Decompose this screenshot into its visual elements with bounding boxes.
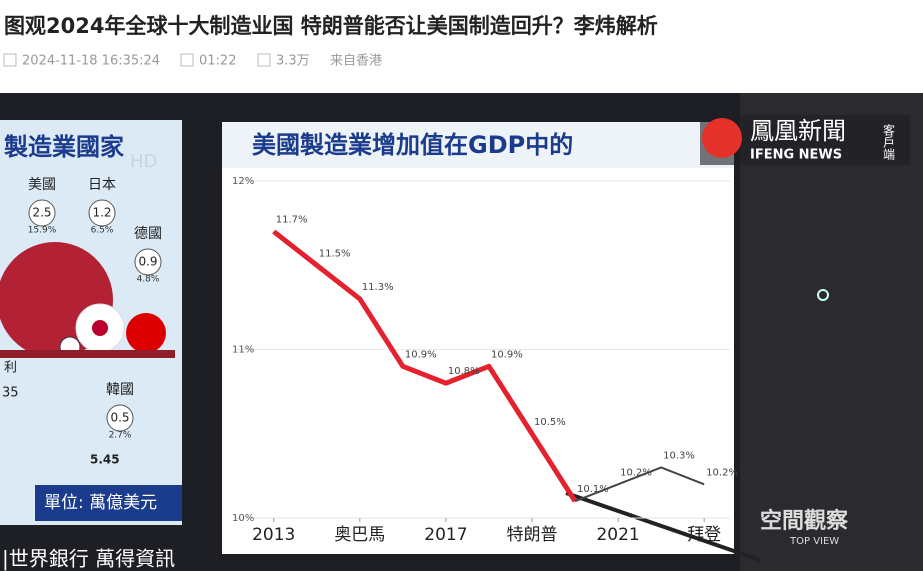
country-name: 美國 xyxy=(28,177,56,193)
date: 2024-11-18 16:35:24 xyxy=(22,54,160,69)
x-tick-label: 奥巴馬 xyxy=(334,525,385,545)
badge xyxy=(28,199,56,227)
flag-ball xyxy=(92,320,108,336)
chart-title-bar xyxy=(222,122,734,168)
icon xyxy=(180,53,194,67)
trend-line xyxy=(272,229,578,503)
value-label: 10.2% xyxy=(706,467,738,478)
video-source: |世界銀行 萬得資訊 xyxy=(2,547,175,571)
stage xyxy=(740,93,923,571)
icon xyxy=(257,53,271,67)
value-label: 10.2% xyxy=(620,467,652,478)
x-tick-label: 2013 xyxy=(252,525,295,545)
value-label: 10.9% xyxy=(491,349,523,360)
x-tick-label: 特朗普 xyxy=(507,525,558,545)
cut-label: 35 xyxy=(2,386,19,401)
badge xyxy=(134,248,162,276)
watermark: 空間觀察 xyxy=(760,508,849,534)
value-label: 11.7% xyxy=(276,215,308,226)
country-share: 6.5% xyxy=(91,226,114,236)
logo-name: 鳳凰新聞 xyxy=(750,117,846,145)
y-tick-label: 10% xyxy=(232,513,254,524)
badge xyxy=(106,404,134,432)
panel-title: 製造業國家 xyxy=(4,133,124,161)
value-label: 10.5% xyxy=(534,417,566,428)
value-label: 10.1% xyxy=(577,484,609,495)
value-label: 10.9% xyxy=(405,349,437,360)
value-label: 10.8% xyxy=(448,366,480,377)
views: 3.3万 xyxy=(276,54,310,69)
y-tick-label: 11% xyxy=(232,345,254,356)
source: 来自香港 xyxy=(330,54,382,69)
light xyxy=(817,289,829,301)
y-tick-label: 12% xyxy=(232,176,254,187)
unit-bar xyxy=(35,485,182,521)
article-title: 图观2024年全球十大制造业国 特朗普能否让美国制造回升？李炜解析 xyxy=(4,14,658,38)
value-label: 10.3% xyxy=(663,450,695,461)
pointer-stick xyxy=(565,491,761,562)
watermark-en: TOP VIEW xyxy=(789,536,839,547)
unit: 單位: 萬億美元 xyxy=(44,493,157,513)
x-tick-label: 2017 xyxy=(424,525,467,545)
country-share: 2.7% xyxy=(109,431,132,441)
icon xyxy=(3,53,17,67)
country-value: 0.9 xyxy=(138,255,157,269)
country-value: 0.5 xyxy=(110,411,129,425)
x-tick-label: 2021 xyxy=(596,525,639,545)
chart-title: 美國製造業增加值在GDP中的 xyxy=(252,131,573,159)
country-value: 1.2 xyxy=(92,206,111,220)
country-name: 日本 xyxy=(88,177,116,193)
video[interactable]: 製造業國家 HD 單位: 萬億美元 5.45 利 35 美國製造業增加值在GDP… xyxy=(0,93,923,571)
flag-ball xyxy=(126,313,166,353)
hd: HD xyxy=(130,151,157,172)
trend-line-rest xyxy=(574,466,705,503)
logo-en: IFENG NEWS xyxy=(750,148,842,163)
duration: 01:22 xyxy=(199,54,236,69)
country-value: 2.5 xyxy=(32,206,51,220)
shelf xyxy=(0,350,175,358)
value-label: 11.5% xyxy=(319,248,351,259)
country-name: 韓國 xyxy=(106,382,134,398)
x-tick-label: 拜登 xyxy=(687,525,721,545)
badge xyxy=(88,199,116,227)
logo-icon xyxy=(702,118,742,158)
meta-row: 2024-11-18 16:35:24 01:22 3.3万 来自香港 xyxy=(3,53,382,69)
cut-label: 利 xyxy=(4,361,17,376)
chart-board xyxy=(222,122,734,554)
country-share: 15.9% xyxy=(28,226,57,236)
total: 5.45 xyxy=(90,453,120,467)
value-label: 11.3% xyxy=(362,282,394,293)
country-name: 德國 xyxy=(134,226,162,242)
country-share: 4.8% xyxy=(137,275,160,285)
logo-side: 客戶端 xyxy=(882,123,896,161)
